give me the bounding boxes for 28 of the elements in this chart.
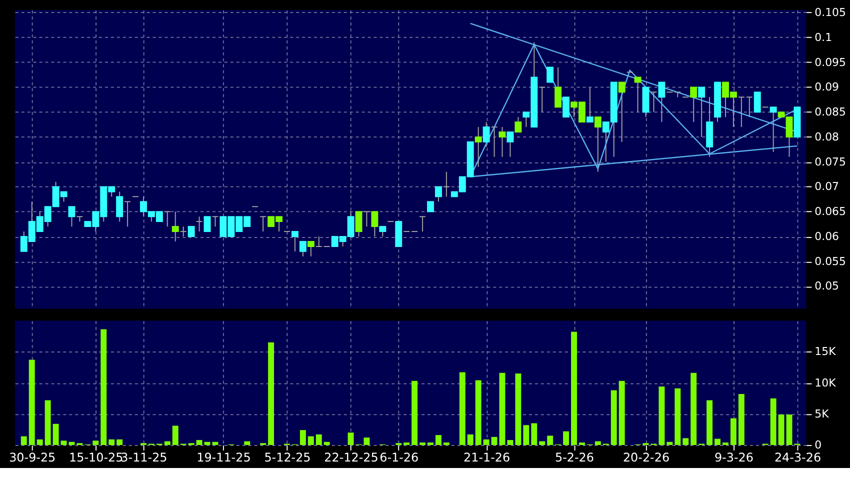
y-tick-label: 0.085 [814, 106, 846, 119]
x-tick-label: 22-12-25 [324, 450, 378, 464]
y-tick-label: 0.05 [814, 280, 840, 293]
x-tick-label: 9-3-26 [714, 450, 754, 464]
x-tick-label: 15-10-25 [69, 450, 124, 464]
y-tick-label: 0.095 [814, 56, 846, 69]
x-tick-label: 5-2-26 [555, 450, 594, 464]
y-tick-label: 0.08 [814, 130, 840, 144]
x-tick-label: 30-9-25 [9, 450, 56, 464]
y-tick-label: 0.09 [814, 80, 840, 94]
x-tick-label: 3-11-25 [120, 450, 168, 464]
y-tick-label: 0.105 [814, 6, 846, 20]
x-tick-label: 20-2-26 [622, 450, 670, 464]
x-tick-label: 21-1-26 [464, 450, 510, 464]
x-tick-label: 24-3-26 [774, 450, 822, 464]
y-tick-label: 0.065 [814, 205, 846, 218]
y-tick-label: 0.075 [814, 155, 846, 168]
x-tick-label: 5-12-25 [264, 450, 311, 464]
x-tick-label: 19-11-25 [196, 450, 251, 464]
y-tick-label: 15K [814, 345, 837, 358]
y-tick-label: 0.055 [814, 254, 846, 268]
y-tick-label: 0.1 [814, 30, 832, 44]
y-tick-label: 0 [814, 438, 822, 452]
x-tick-label: 6-1-26 [380, 450, 419, 464]
y-tick-label: 10K [814, 376, 837, 390]
y-tick-label: 5K [814, 407, 830, 420]
y-tick-label: 0.06 [814, 230, 840, 243]
y-tick-label: 0.07 [814, 180, 840, 194]
